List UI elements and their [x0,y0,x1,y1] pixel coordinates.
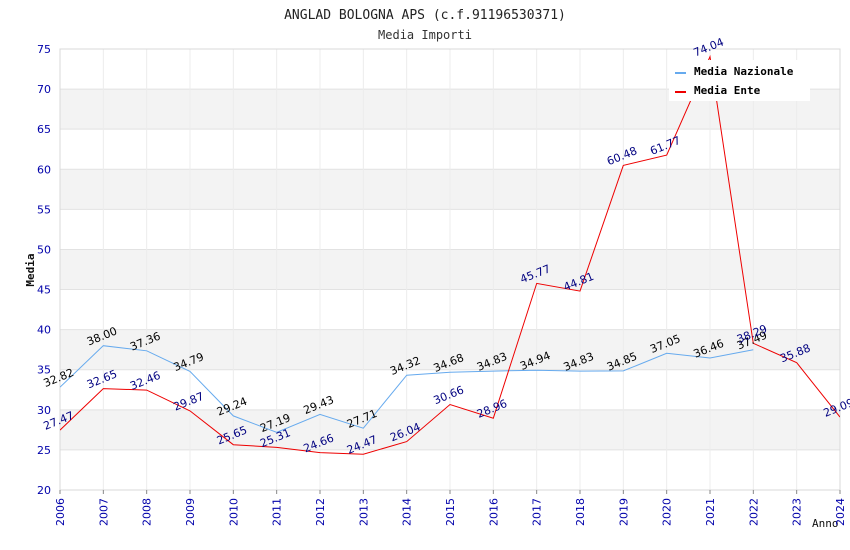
x-tick-label: 2024 [834,498,847,526]
x-tick-label: 2016 [487,498,500,526]
y-tick-label: 65 [37,123,51,136]
chart-title: ANGLAD BOLOGNA APS (c.f.91196530371) [284,8,566,23]
series-lines [60,54,840,455]
x-tick-label: 2015 [444,498,457,526]
x-tick-label: 2014 [401,498,414,526]
y-tick-label: 55 [37,203,51,216]
x-tick-label: 2008 [141,498,154,526]
x-tick-label: 2010 [227,498,240,526]
x-tick-label: 2006 [54,498,67,526]
x-tick-label: 2017 [531,498,544,526]
y-ticks: 20 25 30 35 40 45 50 55 60 65 70 75 [37,43,51,497]
y-tick-label: 20 [37,484,51,497]
y-tick-label: 30 [37,404,51,417]
series-line-nazionale [60,345,754,433]
x-tick-label: 2009 [184,498,197,526]
x-tick-label: 2013 [357,498,370,526]
x-tick-label: 2020 [661,498,674,526]
legend-label-ente: Media Ente [694,84,761,97]
x-tick-label: 2023 [791,498,804,526]
x-tick-label: 2021 [704,498,717,526]
x-tick-label: 2007 [97,498,110,526]
y-axis-label: Media [24,253,37,286]
x-tick-label: 2022 [747,498,760,526]
legend-box [669,60,810,101]
y-tick-label: 25 [37,444,51,457]
y-tick-label: 45 [37,284,51,297]
x-axis-label: Anno [812,517,839,530]
y-tick-label: 75 [37,43,51,56]
series-line-ente [60,54,840,455]
x-tick-label: 2012 [314,498,327,526]
x-tick-label: 2018 [574,498,587,526]
legend: Media Nazionale Media Ente [669,60,810,101]
x-tick-label: 2019 [617,498,630,526]
chart-subtitle: Media Importi [378,28,472,42]
x-tick-label: 2011 [271,498,284,526]
legend-label-nazionale: Media Nazionale [694,65,794,78]
y-tick-label: 70 [37,83,51,96]
x-ticks: 2006 2007 2008 2009 2010 2011 2012 2013 2014 2015… [54,490,847,526]
y-tick-label: 50 [37,243,51,256]
y-tick-label: 35 [37,364,51,377]
y-tick-label: 40 [37,324,51,337]
y-tick-label: 60 [37,163,51,176]
